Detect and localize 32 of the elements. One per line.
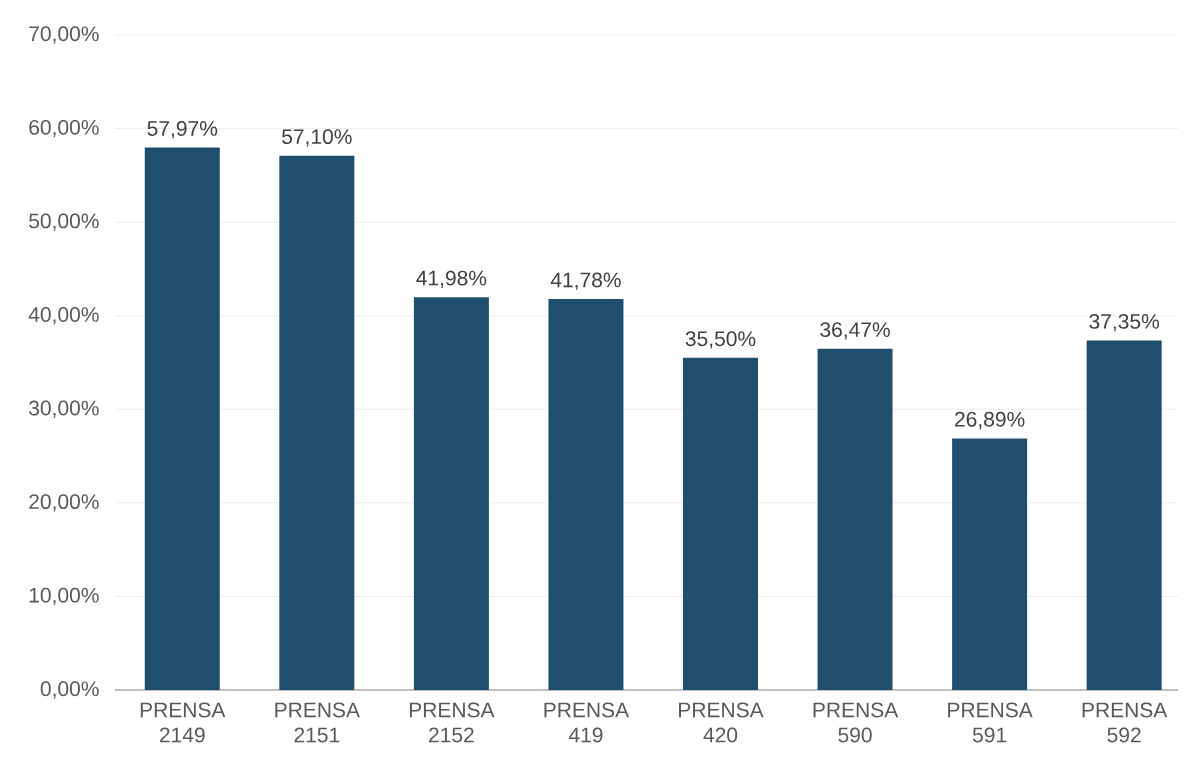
x-tick-label: PRENSA 2151 (275, 702, 360, 743)
bar (1086, 340, 1162, 690)
data-label: 41,98% (416, 270, 487, 288)
data-label: 37,35% (1089, 313, 1160, 332)
data-label: 26,89% (955, 411, 1025, 430)
bar (952, 438, 1028, 690)
y-tick-label: 10,00% (29, 587, 99, 606)
x-tick-label: PRENSA 419 (544, 702, 630, 743)
bar (817, 348, 893, 690)
data-label: 57,10% (282, 129, 352, 147)
x-tick-label: PRENSA 591 (948, 702, 1033, 743)
bar (682, 357, 758, 690)
y-tick-label: 30,00% (29, 400, 99, 418)
bar (279, 155, 355, 690)
bar (144, 147, 220, 690)
y-tick-label: 20,00% (29, 494, 99, 512)
y-tick-label: 50,00% (29, 213, 99, 231)
y-tick-label: 60,00% (29, 119, 99, 138)
x-tick-label: PRENSA 420 (679, 702, 764, 743)
x-tick-label: PRENSA 590 (813, 702, 899, 743)
x-tick-label: PRENSA 2152 (409, 702, 495, 743)
data-label: 36,47% (820, 322, 890, 340)
x-tick-label: PRENSA 2149 (140, 702, 226, 743)
bar (548, 299, 624, 690)
data-label: 35,50% (685, 331, 756, 349)
x-tick-label: PRENSA 592 (1082, 702, 1168, 743)
y-tick-label: 40,00% (28, 307, 99, 325)
y-tick-label: 70,00% (29, 26, 99, 44)
y-tick-label: 0,00% (40, 681, 99, 699)
data-label: 57,97% (147, 121, 218, 139)
bar (413, 297, 489, 690)
data-label: 41,78% (550, 272, 621, 290)
